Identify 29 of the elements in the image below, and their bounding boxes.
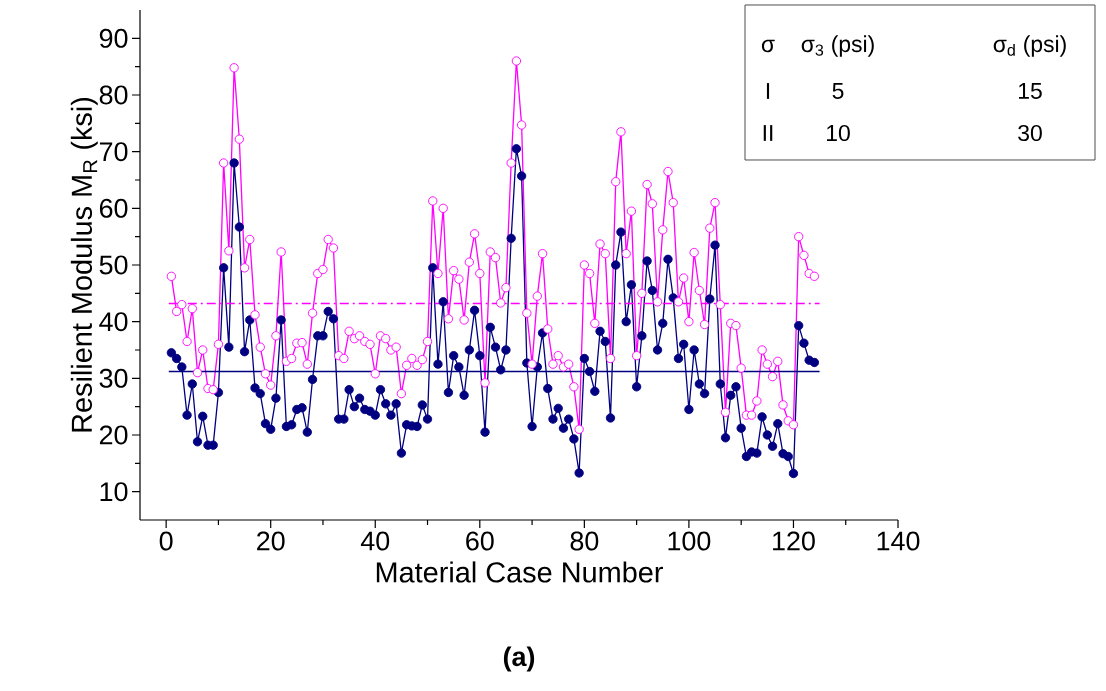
x-tick-label: 140 — [877, 531, 920, 551]
x-tick-label: 80 — [570, 531, 599, 551]
y-tick-label: 10 — [100, 482, 128, 502]
x-tick-label: 20 — [257, 531, 285, 551]
text: (a) — [503, 646, 535, 672]
y-tick-label: 30 — [99, 368, 128, 388]
annotation: σ — [761, 39, 775, 53]
y-tick-label: 90 — [99, 28, 128, 48]
text: σ$_{d}$ (psi) — [993, 35, 1066, 57]
y-tick-label: 70 — [99, 142, 128, 162]
annotation: σ$_{3}$ (psi) — [801, 35, 874, 57]
y-tick-label: 20 — [99, 425, 128, 445]
y-tick-label: 80 — [99, 85, 128, 105]
x-tick-label: 40 — [360, 531, 390, 551]
x-tick-label: 120 — [773, 531, 815, 551]
y-axis-title: Resilient Modulus M$_{R}$ (ksi) — [70, 97, 98, 432]
y-tick-label: 50 — [99, 255, 128, 275]
x-tick-label: 0 — [159, 531, 173, 551]
text: 15 — [1019, 82, 1042, 99]
text: 30 — [1018, 124, 1042, 142]
y-tick-label: 60 — [99, 198, 128, 218]
x-axis-title: Material Case Number — [376, 561, 663, 583]
annotation: 10 — [827, 124, 850, 142]
annotation: I — [766, 83, 770, 99]
annotation: II — [763, 125, 773, 141]
x-tick-label: 100 — [668, 531, 711, 551]
y-tick-label: 40 — [99, 312, 128, 332]
annotation: 5 — [832, 82, 844, 99]
x-tick-label: 60 — [466, 531, 494, 551]
